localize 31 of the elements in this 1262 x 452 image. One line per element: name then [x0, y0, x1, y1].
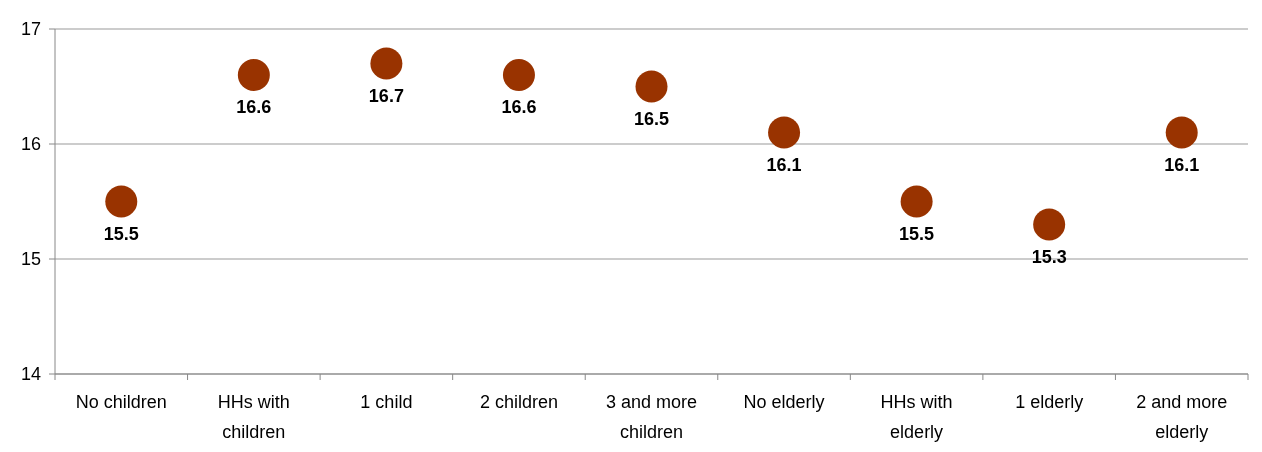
x-tick-label: HHs with children: [217, 392, 290, 442]
y-tick-label: 14: [20, 364, 42, 385]
point: [900, 185, 933, 218]
data-label: 16.1: [766, 154, 802, 175]
point: [1165, 116, 1198, 149]
x-tick-label: 1 elderly: [1015, 392, 1084, 412]
x-tick-label: HHs with elderly: [880, 392, 953, 442]
data-label: 16.6: [501, 97, 537, 117]
data-label: 16.7: [368, 85, 404, 106]
data-label: 16.6: [236, 97, 272, 117]
point: [768, 116, 801, 149]
x-tick-label: 1 child: [360, 392, 413, 412]
point: [635, 70, 668, 103]
x-tick-label: No elderly: [743, 392, 825, 412]
x-tick-label: No children: [75, 392, 167, 412]
y-tick-label: 17: [20, 19, 42, 40]
point: [1033, 208, 1066, 241]
data-label: 15.3: [1031, 246, 1067, 267]
point: [370, 47, 403, 80]
x-tick-label: 2 and more elderly: [1136, 392, 1228, 442]
point: [502, 59, 535, 91]
data-label: 15.5: [899, 223, 935, 244]
point: [105, 185, 138, 218]
x-tick-label: 3 and more children: [605, 392, 698, 442]
y-tick-label: 16: [20, 134, 42, 155]
data-label: 15.5: [103, 223, 139, 244]
data-label: 16.5: [633, 108, 670, 129]
y-tick-label: 15: [20, 249, 42, 270]
x-tick-label: 2 children: [479, 392, 558, 412]
point: [237, 59, 270, 91]
data-label: 16.1: [1164, 154, 1200, 175]
